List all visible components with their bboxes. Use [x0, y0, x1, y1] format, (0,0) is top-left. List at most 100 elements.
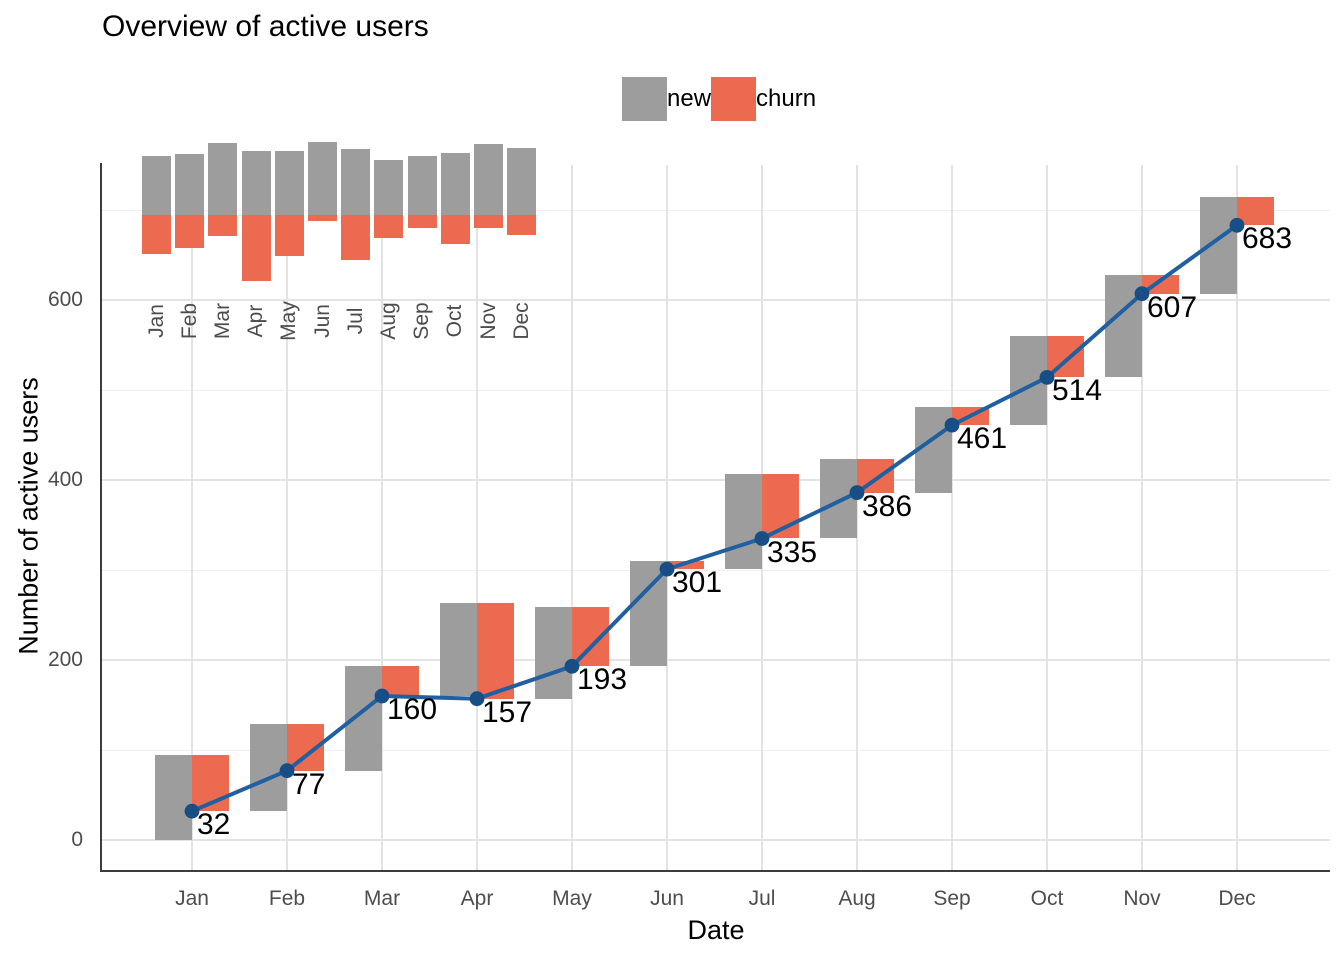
active-users-point [469, 691, 485, 707]
gridline-major-v [571, 165, 573, 870]
active-users-point [564, 658, 580, 674]
gridline-major-v [666, 165, 668, 870]
inset-bar-new [175, 154, 205, 215]
inset-bar-churn [507, 215, 537, 235]
legend-swatch-churn [711, 77, 757, 121]
point-value-label: 32 [197, 808, 231, 842]
gridline-major-v [191, 165, 193, 870]
inset-bar-new [142, 155, 171, 215]
bar-new [630, 561, 667, 667]
inset-bar-churn [341, 215, 371, 260]
active-users-point [944, 417, 960, 433]
bar-churn [477, 603, 514, 699]
point-value-label: 514 [1052, 374, 1103, 408]
point-value-label: 607 [1147, 290, 1198, 324]
x-axis-title: Date [687, 915, 745, 945]
gridline-minor-h [102, 389, 1330, 391]
inset-bar-churn [407, 215, 437, 228]
inset-bar-new [308, 141, 337, 215]
x-tick-label: Aug [838, 887, 876, 910]
point-value-label: 160 [387, 693, 438, 726]
x-axis-line [100, 870, 1330, 872]
x-tick-label: Jan [175, 887, 209, 910]
inset-bar-churn [241, 215, 271, 282]
x-tick-label: Jul [748, 887, 776, 910]
inset-bar-churn [440, 215, 470, 244]
inset-bar-new [274, 151, 304, 215]
y-axis-title: Number of active users [13, 377, 44, 655]
bar-churn [1237, 196, 1274, 226]
active-users-line [190, 223, 1239, 814]
active-users-point [374, 688, 390, 704]
x-tick-label: Jun [650, 887, 684, 910]
y-tick-label: 400 [47, 468, 83, 491]
y-axis-line [100, 163, 102, 872]
plot-title: Overview of active users [102, 10, 429, 43]
gridline-minor-h [102, 749, 1330, 751]
x-tick-label: Dec [1218, 887, 1256, 910]
active-users-point [849, 485, 865, 500]
gridline-major-v [381, 165, 383, 870]
gridline-major-v [951, 165, 953, 870]
legend-swatch-new [622, 77, 667, 121]
inset-bar-new [241, 150, 271, 215]
gridline-major-v [856, 165, 858, 870]
inset-bar-new [407, 155, 437, 215]
x-tick-label: Sep [933, 887, 971, 910]
inset-bar-new [440, 153, 470, 215]
bar-new [535, 606, 572, 699]
gridline-major-h [102, 299, 1330, 301]
active-users-point [1229, 217, 1245, 233]
point-value-label: 77 [292, 767, 326, 801]
y-tick-label: 600 [47, 288, 83, 311]
point-value-label: 157 [482, 695, 533, 729]
bar-new [155, 754, 192, 840]
gridline-major-v [476, 165, 478, 870]
inset-bar-new [208, 142, 238, 215]
bar-new [725, 473, 762, 570]
active-users-point [184, 803, 200, 819]
y-tick-label: 0 [71, 828, 83, 851]
inset-bar-churn [175, 215, 205, 248]
inset-bar-churn [474, 215, 503, 229]
gridline-minor-h [102, 209, 1330, 211]
inset-bar-new [507, 147, 537, 215]
point-value-label: 386 [862, 489, 913, 523]
x-tick-label: Feb [268, 887, 306, 910]
legend-label-new: new [667, 85, 712, 112]
inset-bar-new [474, 143, 503, 215]
point-value-label: 461 [957, 422, 1008, 456]
active-users-point [754, 531, 770, 546]
point-value-label: 335 [767, 535, 818, 569]
x-tick-label: May [552, 887, 592, 910]
x-tick-label: Apr [460, 887, 494, 910]
active-users-point [659, 561, 675, 577]
bar-new [440, 603, 477, 696]
active-users-point [1134, 286, 1150, 302]
gridline-major-h [102, 479, 1330, 481]
gridline-minor-h [102, 569, 1330, 571]
active-users-point [1039, 370, 1055, 385]
legend: new churn [622, 77, 816, 121]
x-tick-label: Oct [1030, 887, 1064, 910]
bar-churn [382, 666, 419, 696]
point-value-label: 683 [1242, 222, 1293, 256]
inset-bar-churn [374, 215, 404, 239]
gridline-major-v [1236, 165, 1238, 870]
legend-label-churn: churn [756, 85, 817, 112]
inset-bar-new [341, 148, 371, 215]
active-users-point [279, 763, 295, 779]
gridline-major-v [1141, 165, 1143, 870]
inset-bar-churn [208, 215, 238, 236]
gridline-major-v [286, 165, 288, 870]
gridline-major-h [102, 839, 1330, 841]
inset-bar-churn [274, 215, 304, 257]
x-tick-label: Nov [1123, 887, 1161, 910]
bar-new [820, 459, 857, 539]
x-tick-label: Mar [363, 887, 401, 910]
point-value-label: 301 [672, 566, 723, 600]
inset-bar-churn [308, 215, 337, 221]
inset-bar-new [374, 160, 404, 215]
